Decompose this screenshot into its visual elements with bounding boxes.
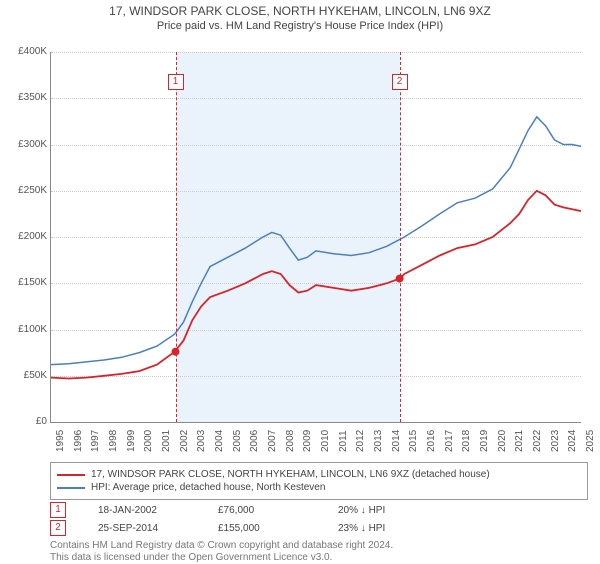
legend-swatch-2 xyxy=(57,487,85,489)
xtick-label: 2019 xyxy=(479,430,490,452)
xtick-label: 2022 xyxy=(532,430,543,452)
chart-subtitle: Price paid vs. HM Land Registry's House … xyxy=(0,20,600,32)
xtick-label: 2000 xyxy=(143,430,154,452)
plot-area: £0£50K£100K£150K£200K£250K£300K£350K£400… xyxy=(50,52,581,423)
chart-lines xyxy=(51,52,581,422)
xtick-label: 2025 xyxy=(585,430,596,452)
event-vline xyxy=(400,52,401,422)
xtick-label: 2020 xyxy=(497,430,508,452)
xtick-label: 1998 xyxy=(108,430,119,452)
xtick-label: 2024 xyxy=(567,430,578,452)
legend-label-2: HPI: Average price, detached house, Nort… xyxy=(91,482,325,493)
xtick-label: 2017 xyxy=(444,430,455,452)
xtick-label: 2003 xyxy=(196,430,207,452)
event-price-2: £155,000 xyxy=(218,523,338,534)
xtick-label: 2002 xyxy=(179,430,190,452)
chart-title: 17, WINDSOR PARK CLOSE, NORTH HYKEHAM, L… xyxy=(0,4,600,18)
xtick-label: 2001 xyxy=(161,430,172,452)
ytick-label: £300K xyxy=(5,139,47,150)
legend-label-1: 17, WINDSOR PARK CLOSE, NORTH HYKEHAM, L… xyxy=(91,469,490,480)
xtick-label: 2021 xyxy=(514,430,525,452)
xtick-label: 2011 xyxy=(338,430,349,452)
xtick-label: 2014 xyxy=(391,430,402,452)
series-line xyxy=(51,191,581,379)
xtick-label: 2015 xyxy=(408,430,419,452)
xtick-label: 2005 xyxy=(232,430,243,452)
chart-container: 17, WINDSOR PARK CLOSE, NORTH HYKEHAM, L… xyxy=(0,4,600,564)
ytick-label: £50K xyxy=(5,370,47,381)
event-date-2: 25-SEP-2014 xyxy=(98,523,218,534)
ytick-label: £150K xyxy=(5,277,47,288)
xtick-label: 2010 xyxy=(320,430,331,452)
xtick-label: 2007 xyxy=(267,430,278,452)
event-delta-1: 20% ↓ HPI xyxy=(338,505,458,516)
event-row-1: 1 18-JAN-2002 £76,000 20% ↓ HPI xyxy=(50,502,580,518)
ytick-label: £350K xyxy=(5,92,47,103)
xtick-label: 2012 xyxy=(355,430,366,452)
event-vline xyxy=(176,52,177,422)
ytick-label: £200K xyxy=(5,231,47,242)
xtick-label: 2004 xyxy=(214,430,225,452)
event-marker-box: 2 xyxy=(392,74,408,90)
event-price-1: £76,000 xyxy=(218,505,338,516)
series-line xyxy=(51,117,581,365)
xtick-label: 2018 xyxy=(461,430,472,452)
xtick-label: 1999 xyxy=(126,430,137,452)
event-marker-2: 2 xyxy=(50,520,66,536)
xtick-label: 1995 xyxy=(55,430,66,452)
xtick-label: 2008 xyxy=(285,430,296,452)
xtick-label: 2009 xyxy=(302,430,313,452)
xtick-label: 2013 xyxy=(373,430,384,452)
event-row-2: 2 25-SEP-2014 £155,000 23% ↓ HPI xyxy=(50,520,580,536)
legend-row-2: HPI: Average price, detached house, Nort… xyxy=(57,482,581,493)
event-delta-2: 23% ↓ HPI xyxy=(338,523,458,534)
event-marker-1: 1 xyxy=(50,502,66,518)
xtick-label: 1997 xyxy=(90,430,101,452)
event-date-1: 18-JAN-2002 xyxy=(98,505,218,516)
footer-line-2: This data is licensed under the Open Gov… xyxy=(50,552,332,563)
legend: 17, WINDSOR PARK CLOSE, NORTH HYKEHAM, L… xyxy=(50,462,588,500)
legend-row-1: 17, WINDSOR PARK CLOSE, NORTH HYKEHAM, L… xyxy=(57,469,581,480)
footer-line-1: Contains HM Land Registry data © Crown c… xyxy=(50,540,393,551)
xtick-label: 2006 xyxy=(249,430,260,452)
legend-swatch-1 xyxy=(57,474,85,476)
xtick-label: 2023 xyxy=(550,430,561,452)
ytick-label: £100K xyxy=(5,324,47,335)
ytick-label: £400K xyxy=(5,46,47,57)
xtick-label: 1996 xyxy=(73,430,84,452)
ytick-label: £250K xyxy=(5,185,47,196)
event-marker-box: 1 xyxy=(168,74,184,90)
xtick-label: 2016 xyxy=(426,430,437,452)
ytick-label: £0 xyxy=(5,416,47,427)
